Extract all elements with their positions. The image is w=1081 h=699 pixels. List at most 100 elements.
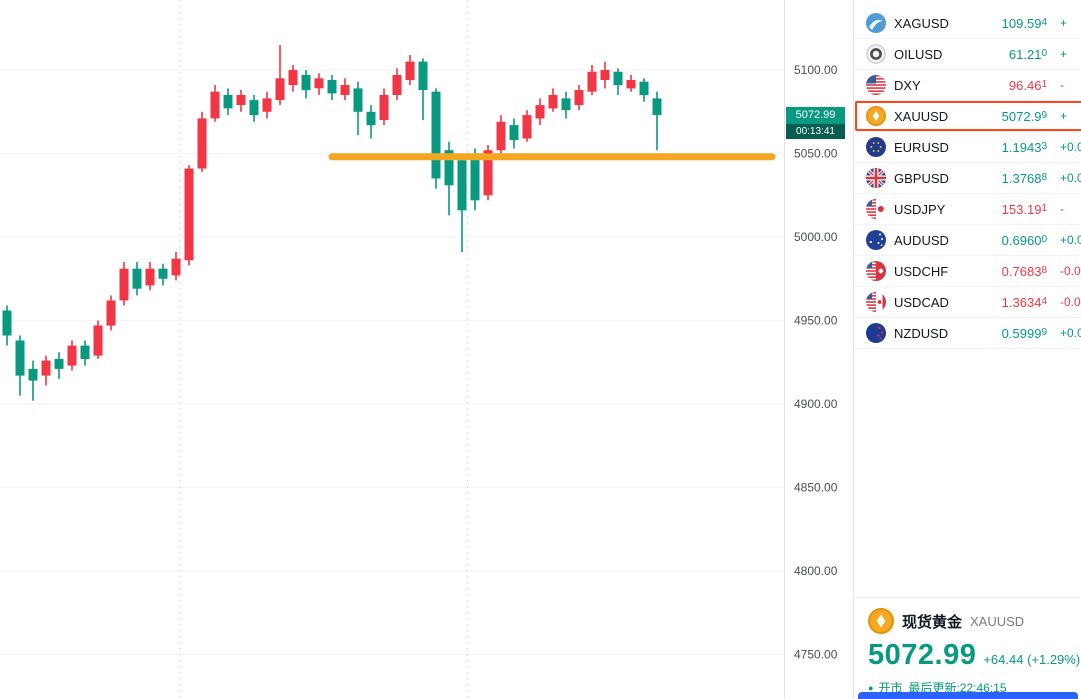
symbol-label: OILUSD — [894, 46, 943, 62]
candle-body — [288, 70, 298, 85]
candle-body — [353, 88, 363, 112]
candle-body — [301, 75, 311, 90]
price-value: 61.210 — [1008, 46, 1047, 62]
candle-body — [67, 345, 77, 366]
current-price-label: 5072.99 — [786, 107, 845, 124]
watchlist-row-xauusd[interactable]: XAUUSD 5072.99 + — [854, 101, 1081, 132]
candle-body — [80, 345, 90, 359]
candle-body — [262, 98, 272, 112]
candle-body — [613, 71, 623, 86]
symbol-label: XAGUSD — [894, 15, 949, 31]
price-value: 1.37688 — [1001, 170, 1047, 186]
change-value: +0.0 — [1060, 140, 1081, 154]
candle-body — [574, 90, 584, 105]
bottom-banner[interactable] — [858, 692, 1078, 699]
flag-icon — [866, 106, 886, 126]
candle-body — [54, 358, 64, 369]
detail-price: 5072.99 — [868, 639, 977, 671]
flag-icon — [866, 168, 886, 188]
candle-body — [28, 368, 38, 381]
candle-body — [236, 95, 246, 105]
gold-coin-icon — [868, 608, 894, 634]
change-value: - — [1060, 202, 1064, 216]
candle-body — [379, 95, 389, 120]
watchlist-row-oilusd[interactable]: OILUSD 61.210 + — [854, 39, 1081, 70]
watchlist-row-dxy[interactable]: DXY 96.461 - — [854, 70, 1081, 101]
candle-body — [210, 91, 220, 119]
flag-icon — [866, 137, 886, 157]
candle-body — [470, 155, 480, 201]
candle-body — [197, 118, 207, 169]
candle-body — [106, 300, 116, 326]
price-value: 1.19433 — [1001, 139, 1047, 155]
watchlist-panel: XAGUSD 109.594 + OILUSD 61.210 + DXY 96.… — [853, 0, 1081, 699]
candle-body — [483, 150, 493, 196]
watchlist-row-xagusd[interactable]: XAGUSD 109.594 + — [854, 8, 1081, 39]
symbol-label: USDCAD — [894, 294, 949, 310]
flag-icon — [866, 75, 886, 95]
last-update-label: 最后更新:22:46:15 — [908, 681, 1007, 695]
current-price-tag: 5072.99 00:13:41 — [786, 107, 845, 139]
candle-body — [158, 268, 168, 279]
instrument-symbol: XAUUSD — [970, 613, 1025, 629]
axis-tick-label: 4850.00 — [794, 481, 838, 495]
flag-icon — [866, 323, 886, 343]
candle-body — [431, 91, 441, 179]
candle-body — [15, 340, 25, 376]
candle-body — [93, 325, 103, 356]
market-status-line: ● 开市 最后更新:22:46:15 — [868, 679, 1081, 696]
candle-body — [405, 61, 415, 80]
symbol-label: USDJPY — [894, 201, 946, 217]
axis-tick-label: 5000.00 — [794, 230, 838, 244]
watchlist-row-gbpusd[interactable]: GBPUSD 1.37688 +0.0 — [854, 163, 1081, 194]
candlestick-chart[interactable]: 5100.00 5050.00 5000.00 4950.00 4900.00 4850.… — [0, 0, 845, 699]
axis-tick-label: 5050.00 — [794, 147, 838, 161]
flag-icon — [866, 261, 886, 281]
candle-body — [652, 98, 662, 116]
watchlist-row-audusd[interactable]: AUDUSD 0.69600 +0.0 — [854, 225, 1081, 256]
candle-body — [171, 258, 181, 276]
candle-body — [119, 268, 129, 301]
change-value: + — [1060, 16, 1068, 30]
candle-body — [314, 78, 324, 89]
change-value: - — [1060, 78, 1064, 92]
watchlist: XAGUSD 109.594 + OILUSD 61.210 + DXY 96.… — [854, 0, 1081, 349]
candle-body — [223, 95, 233, 109]
detail-change: +64.44 (+1.29%) — [983, 652, 1081, 667]
instrument-detail-panel: 现货黄金 XAUUSD 5072.99 +64.44 (+1.29%) ● 开市最… — [854, 597, 1081, 699]
candle-body — [535, 105, 545, 119]
watchlist-row-usdjpy[interactable]: USDJPY 153.191 - — [854, 194, 1081, 225]
axis-tick-label: 4950.00 — [794, 314, 838, 328]
candle-body — [41, 360, 51, 376]
candle-body — [275, 78, 285, 100]
symbol-label: GBPUSD — [894, 170, 949, 186]
flag-icon — [866, 230, 886, 250]
watchlist-row-eurusd[interactable]: EURUSD 1.19433 +0.0 — [854, 132, 1081, 163]
candle-body — [340, 85, 350, 95]
candle-body — [327, 80, 337, 94]
watchlist-row-usdcad[interactable]: USDCAD 1.36344 -0.0 — [854, 287, 1081, 318]
symbol-label: USDCHF — [894, 263, 949, 279]
candle-body — [522, 115, 532, 139]
symbol-label: DXY — [894, 77, 921, 93]
change-value: -0.0 — [1060, 295, 1081, 309]
symbol-label: EURUSD — [894, 139, 949, 155]
watchlist-row-nzdusd[interactable]: NZDUSD 0.59999 +0.0 — [854, 318, 1081, 349]
market-open-dot-icon: ● — [868, 683, 874, 693]
candle-body — [132, 268, 142, 289]
candle-body — [418, 61, 428, 90]
candle-body — [509, 125, 519, 141]
price-value: 5072.99 — [1001, 108, 1047, 124]
candle-body — [626, 80, 636, 89]
candle-body — [184, 168, 194, 261]
price-axis[interactable] — [785, 0, 845, 699]
bar-countdown-label: 00:13:41 — [786, 124, 845, 139]
change-value: +0.0 — [1060, 233, 1081, 247]
change-value: + — [1060, 47, 1068, 61]
watchlist-row-usdchf[interactable]: USDCHF 0.76838 -0.0 — [854, 256, 1081, 287]
candle-body — [457, 160, 467, 211]
axis-tick-label: 4800.00 — [794, 564, 838, 578]
candle-body — [366, 111, 376, 126]
chart-canvas[interactable]: 5100.00 5050.00 5000.00 4950.00 4900.00 4850.… — [0, 0, 845, 699]
price-value: 0.69600 — [1001, 232, 1047, 248]
